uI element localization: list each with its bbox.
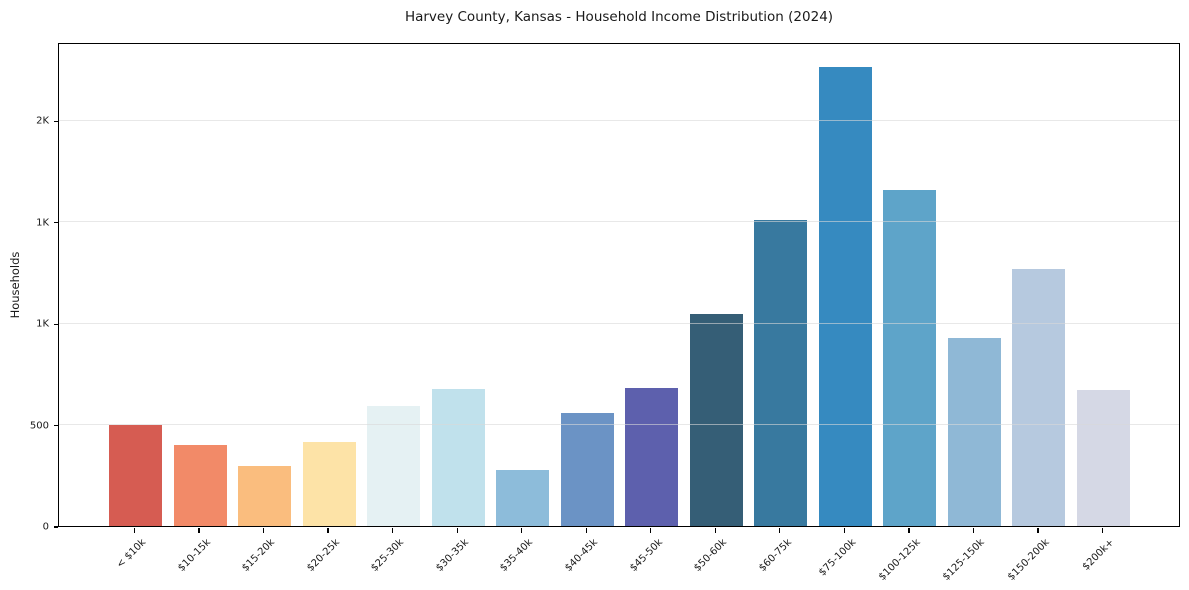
x-tick-mark (1101, 528, 1104, 533)
y-tick-label: 0 (42, 521, 49, 533)
x-tick-mark (908, 528, 910, 533)
x-tick-mark (714, 528, 716, 533)
x-tick-label: $20-25k (304, 537, 342, 574)
gridline (59, 119, 1179, 121)
plot-area (58, 43, 1180, 527)
x-tick-mark (521, 528, 523, 533)
x-tick-mark (972, 528, 975, 533)
y-tick-label: 1K (36, 318, 49, 330)
income-bar (754, 220, 808, 526)
income-bar (238, 465, 292, 526)
x-tick-mark (843, 528, 846, 533)
y-tick-mark (53, 120, 58, 122)
x-tick-mark (262, 528, 265, 533)
x-tick-mark (456, 528, 458, 533)
y-tick-mark (53, 222, 58, 224)
income-bar (1076, 389, 1130, 526)
gridline (59, 221, 1179, 223)
y-tick-mark (53, 424, 58, 427)
x-tick-mark (198, 528, 200, 533)
income-bar (496, 470, 550, 526)
x-tick-mark (650, 528, 652, 533)
income-bar (431, 389, 485, 526)
x-tick-mark (1037, 528, 1039, 533)
income-bar (625, 387, 679, 526)
y-tick-label: 1K (36, 217, 49, 229)
x-tick-label: $100-125k (876, 537, 923, 583)
x-tick-label: $40-45k (563, 537, 600, 574)
y-tick-label: 2K (36, 115, 49, 127)
gridline (59, 424, 1179, 426)
x-tick-label: $150-200k (1005, 537, 1052, 583)
income-bar (947, 337, 1001, 526)
x-tick-mark (133, 528, 136, 533)
x-tick-label: $35-40k (498, 537, 536, 574)
x-tick-label: $30-35k (434, 537, 471, 574)
x-tick-label: $75-100k (816, 537, 859, 579)
x-tick-label: $45-50k (627, 537, 665, 574)
x-tick-label: $50-60k (692, 537, 730, 574)
x-tick-label: $125-150k (941, 537, 988, 583)
x-tick-mark (327, 528, 329, 533)
income-bar (173, 445, 227, 526)
x-tick-label: $10-15k (175, 537, 213, 574)
x-tick-label: < $10k (114, 537, 149, 571)
y-tick-label: 500 (29, 420, 49, 432)
x-tick-label: $60-75k (756, 537, 794, 574)
gridline (59, 322, 1179, 324)
income-bar (1012, 268, 1066, 526)
y-axis-label: Households (8, 251, 22, 319)
income-bar (689, 314, 743, 526)
x-tick-label: $25-30k (369, 537, 407, 574)
income-bar (367, 405, 421, 526)
x-tick-mark (585, 528, 587, 533)
income-bar (302, 441, 356, 526)
income-bar (818, 67, 872, 526)
income-bar (883, 189, 937, 526)
y-tick-mark (53, 323, 58, 325)
x-tick-label: $15-20k (240, 537, 278, 574)
x-tick-label: $200k+ (1080, 537, 1117, 573)
y-tick-mark (53, 526, 58, 528)
income-bar (560, 413, 614, 526)
chart-title: Harvey County, Kansas - Household Income… (404, 9, 834, 25)
income-bar (109, 424, 162, 526)
x-tick-mark (392, 528, 394, 533)
x-tick-mark (779, 528, 781, 533)
